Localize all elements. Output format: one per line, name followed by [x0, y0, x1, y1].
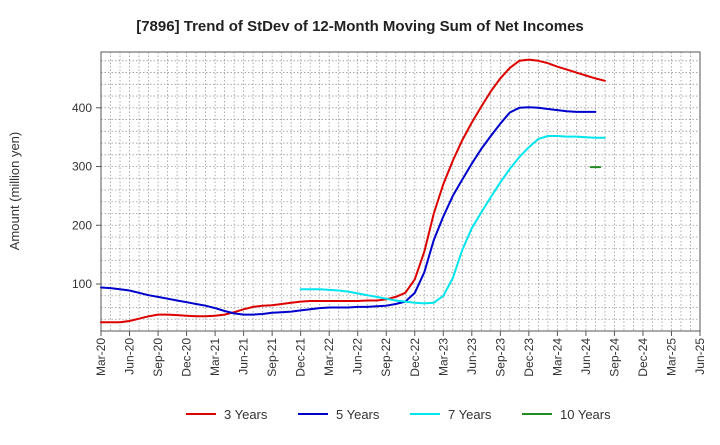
series-line: [100, 106, 597, 316]
x-tick-label: Mar-21: [208, 338, 222, 376]
x-tick-label: Sep-23: [493, 338, 507, 377]
x-tick-label: Jun-21: [237, 338, 251, 375]
x-tick-label: Sep-24: [607, 338, 621, 377]
chart-title: [7896] Trend of StDev of 12-Month Moving…: [136, 18, 584, 35]
x-tick-label: Jun-23: [465, 338, 479, 375]
y-tick-label: 100: [72, 277, 92, 291]
x-tick-label: Dec-21: [294, 338, 308, 377]
series-line: [100, 58, 606, 324]
x-tick-label: Dec-23: [522, 338, 536, 377]
x-tick-label: Mar-20: [94, 338, 108, 376]
y-axis-label: Amount (million yen): [7, 132, 22, 251]
x-tick-label: Jun-25: [693, 338, 707, 375]
series-lines: [100, 58, 606, 324]
legend: 3 Years 5 Years 7 Years 10 Years: [186, 407, 611, 422]
x-tick-label: Dec-20: [180, 338, 194, 377]
plot-frame: [100, 51, 701, 332]
series-line: [299, 135, 606, 305]
x-tick-label: Mar-23: [436, 338, 450, 376]
legend-label: 10 Years: [560, 407, 611, 422]
axes: 100 200 300 400 Mar-20 Jun-20 Sep-20 Dec-20 Mar-…: [72, 51, 707, 377]
y-tick-label: 200: [72, 218, 92, 232]
legend-label: 7 Years: [448, 407, 492, 422]
x-tick-label: Mar-24: [550, 338, 564, 376]
x-tick-label: Jun-24: [579, 338, 593, 375]
x-tick-label: Mar-22: [322, 338, 336, 376]
x-tick-label: Sep-21: [265, 338, 279, 377]
y-tick-label: 400: [72, 101, 92, 115]
x-tick-label: Jun-22: [351, 338, 365, 375]
x-tick-label: Jun-20: [123, 338, 137, 375]
x-tick-label: Mar-25: [664, 338, 678, 376]
x-tick-label: Sep-20: [151, 338, 165, 377]
x-tick-label: Dec-22: [408, 338, 422, 377]
grid-lines: [100, 52, 701, 331]
x-tick-label: Sep-22: [379, 338, 393, 377]
x-tick-label: Dec-24: [636, 338, 650, 377]
y-tick-label: 300: [72, 160, 92, 174]
legend-label: 5 Years: [336, 407, 380, 422]
legend-label: 3 Years: [224, 407, 268, 422]
